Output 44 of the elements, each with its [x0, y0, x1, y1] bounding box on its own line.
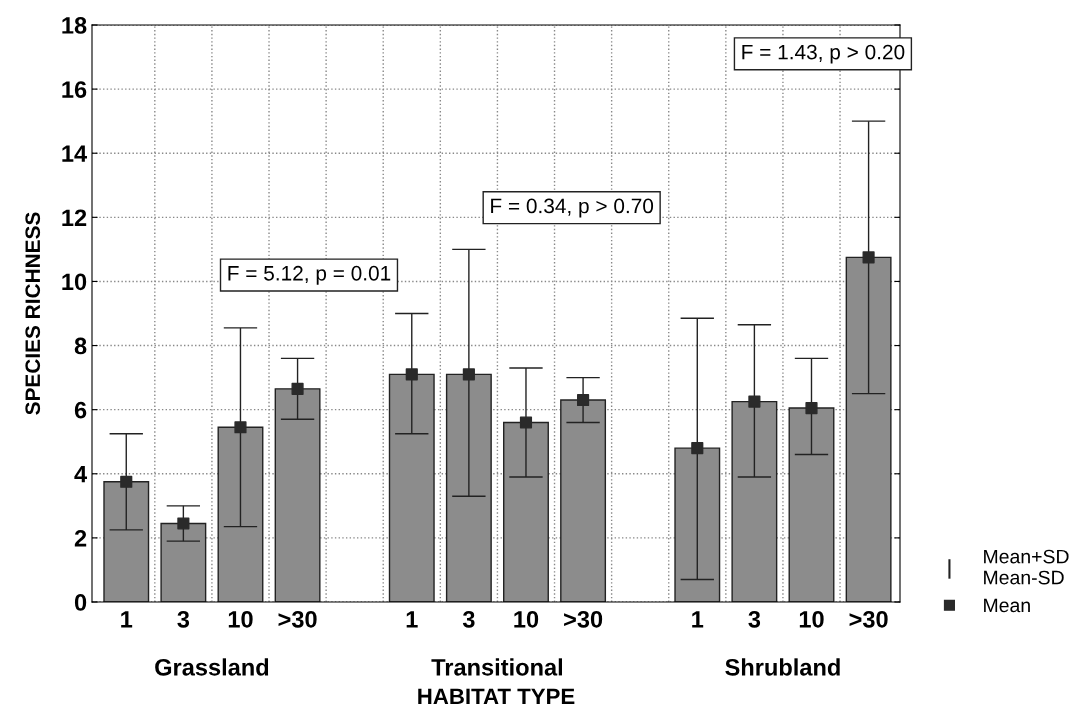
x-tick-label: >30 — [564, 610, 603, 628]
point — [691, 442, 704, 455]
point — [748, 395, 761, 408]
y-tick-label: 16 — [62, 81, 87, 98]
x-tick-label: >30 — [849, 610, 888, 628]
point — [177, 517, 190, 530]
x-tick-label: 3 — [177, 610, 190, 628]
text: Grassland — [155, 658, 269, 676]
x-tick-label: 10 — [514, 610, 539, 628]
text: Transitional — [431, 658, 563, 676]
annotation: F = 1.43, p > 0.20 — [742, 44, 905, 64]
x-tick-label: 3 — [748, 610, 761, 628]
y-tick-label: 14 — [62, 145, 88, 162]
y-tick-label: 0 — [74, 594, 87, 611]
y-axis-title: SPECIES RICHNESS — [25, 212, 41, 415]
point — [862, 251, 875, 264]
point — [805, 401, 818, 415]
x-tick-label: 3 — [462, 610, 475, 628]
x-axis-title: HABITAT TYPE — [418, 688, 575, 704]
text: Shrubland — [725, 658, 840, 676]
x-tick-label: 1 — [406, 611, 418, 628]
legend-label: Mean — [984, 598, 1030, 613]
y-tick-label: 6 — [74, 401, 87, 419]
point — [120, 475, 133, 488]
x-tick-label: 10 — [228, 610, 253, 628]
x-tick-label: 1 — [121, 611, 133, 628]
y-tick-label: 12 — [62, 209, 87, 226]
y-tick-label: 8 — [74, 337, 87, 355]
point — [462, 368, 475, 381]
y-tick-label: 4 — [74, 466, 88, 483]
y-tick-label: 2 — [74, 529, 87, 547]
point — [234, 421, 247, 434]
x-tick-label: 10 — [799, 610, 824, 628]
point — [405, 368, 418, 381]
y-tick-label: 18 — [62, 17, 87, 34]
point — [291, 382, 304, 395]
text: Mean+SD Mean-SD — [984, 549, 1069, 585]
annotation: F = 0.34, p > 0.70 — [491, 198, 654, 218]
annotation: F = 5.12, p = 0.01 — [228, 265, 391, 285]
y-tick-label: 10 — [62, 273, 87, 291]
point — [519, 416, 533, 429]
x-tick-label: 1 — [692, 611, 704, 628]
x-tick-label: >30 — [278, 610, 317, 628]
point — [577, 393, 590, 407]
